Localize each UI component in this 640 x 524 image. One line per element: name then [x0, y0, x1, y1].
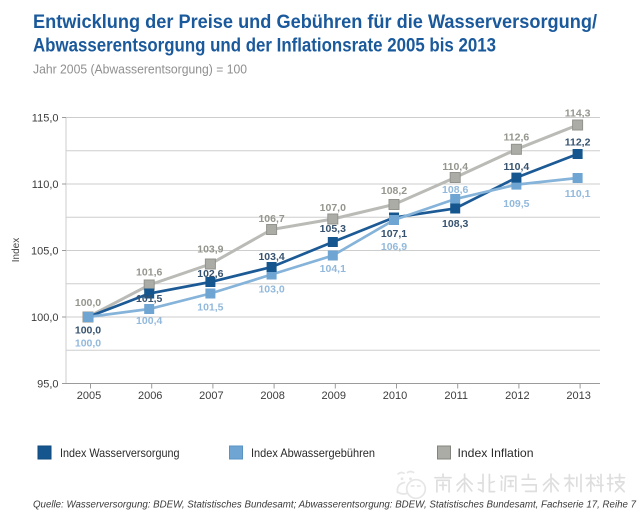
svg-text:110,1: 110,1: [565, 188, 591, 200]
svg-text:103,9: 103,9: [197, 244, 223, 256]
svg-text:108,2: 108,2: [381, 185, 407, 197]
svg-text:100,0: 100,0: [75, 325, 101, 337]
svg-text:2012: 2012: [505, 390, 529, 402]
svg-text:Index Abwassergebühren: Index Abwassergebühren: [251, 446, 375, 460]
svg-text:107,0: 107,0: [320, 202, 346, 214]
svg-text:106,9: 106,9: [381, 241, 407, 253]
svg-text:112,6: 112,6: [504, 132, 530, 144]
svg-text:2007: 2007: [199, 390, 223, 402]
svg-text:108,6: 108,6: [442, 184, 468, 196]
svg-text:109,5: 109,5: [503, 198, 529, 210]
svg-text:2010: 2010: [383, 390, 407, 402]
svg-text:100,4: 100,4: [136, 315, 162, 327]
svg-text:102,6: 102,6: [197, 268, 223, 280]
svg-text:Index: Index: [11, 238, 22, 262]
svg-text:Entwicklung der Preise und Geb: Entwicklung der Preise und Gebühren für …: [33, 12, 598, 33]
svg-text:2011: 2011: [444, 390, 468, 402]
svg-text:110,4: 110,4: [442, 161, 468, 173]
svg-text:2008: 2008: [260, 390, 284, 402]
svg-text:Index Inflation: Index Inflation: [458, 446, 534, 460]
svg-text:2005: 2005: [77, 390, 101, 402]
svg-text:2013: 2013: [566, 390, 590, 402]
svg-text:Jahr 2005 (Abwasserentsorgung): Jahr 2005 (Abwasserentsorgung) = 100: [33, 62, 247, 77]
svg-text:106,7: 106,7: [258, 213, 284, 225]
svg-text:104,1: 104,1: [320, 263, 346, 275]
svg-text:100,0: 100,0: [75, 338, 101, 350]
svg-text:2009: 2009: [322, 390, 346, 402]
svg-text:114,3: 114,3: [565, 108, 591, 120]
svg-text:100,0: 100,0: [31, 312, 59, 324]
svg-text:110,4: 110,4: [504, 161, 530, 173]
svg-text:110,0: 110,0: [32, 179, 59, 191]
svg-text:105,0: 105,0: [31, 246, 59, 258]
svg-text:103,4: 103,4: [258, 251, 284, 263]
svg-text:101,6: 101,6: [136, 267, 162, 279]
svg-text:105,3: 105,3: [320, 223, 346, 235]
svg-text:107,1: 107,1: [381, 228, 407, 240]
svg-text:Index Wasserversorgung: Index Wasserversorgung: [60, 446, 180, 460]
svg-text:112,2: 112,2: [565, 137, 591, 149]
svg-text:95,0: 95,0: [37, 379, 58, 391]
svg-text:115,0: 115,0: [32, 113, 59, 125]
svg-text:101,5: 101,5: [136, 293, 162, 305]
svg-text:Quelle: Wasserversorgung: BDEW: Quelle: Wasserversorgung: BDEW, Statisti…: [33, 500, 636, 511]
svg-text:108,3: 108,3: [442, 218, 468, 230]
svg-text:101,5: 101,5: [197, 302, 223, 314]
svg-text:100,0: 100,0: [75, 297, 101, 309]
svg-text:Abwasserentsorgung und der Inf: Abwasserentsorgung und der Inflationsrat…: [33, 36, 496, 57]
svg-text:103,0: 103,0: [258, 284, 284, 296]
svg-text:2006: 2006: [138, 390, 162, 402]
